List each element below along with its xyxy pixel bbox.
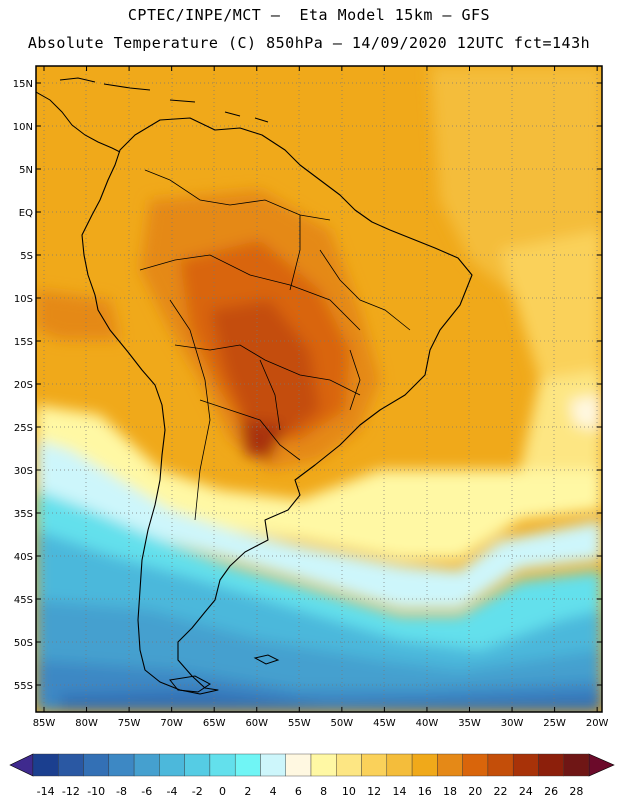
colorbar-label: -12 [62, 785, 80, 798]
colorbar-label: -2 [192, 785, 203, 798]
lon-tick-label: 20W [586, 718, 609, 729]
colorbar-swatch [133, 753, 160, 777]
country-borders [139, 169, 411, 521]
colorbar-arrow-left [9, 753, 34, 777]
lat-tick-label: 10N [13, 122, 33, 133]
lat-tick-label: 15N [13, 79, 33, 90]
colorbar-label: 20 [468, 785, 482, 798]
colorbar-swatch [184, 753, 211, 777]
lon-tick-label: 75W [118, 718, 141, 729]
falklands [253, 654, 280, 665]
colorbar-label: -10 [87, 785, 105, 798]
colorbar-label: -6 [141, 785, 152, 798]
colorbar-swatch [83, 753, 110, 777]
colorbar-swatch [209, 753, 236, 777]
lat-tick-label: 25S [14, 423, 33, 434]
lat-tick-label: 15S [14, 337, 33, 348]
chart-title-line-2: Absolute Temperature (C) 850hPa – 14/09/… [27, 34, 591, 52]
colorbar-swatch [411, 753, 438, 777]
colorbar-swatch [538, 753, 564, 777]
colorbar-label: -14 [37, 785, 55, 798]
colorbar-swatch [58, 753, 84, 777]
colorbar-label: 12 [367, 785, 381, 798]
colorbar-label: 10 [342, 785, 356, 798]
lon-tick-label: 55W [288, 718, 311, 729]
lon-tick-label: 70W [160, 718, 183, 729]
colorbar-swatch [285, 753, 312, 777]
lat-tick-label: 45S [14, 595, 33, 606]
colorbar-swatch [487, 753, 514, 777]
colorbar-swatch [563, 753, 590, 777]
lat-tick-label: 50S [14, 638, 33, 649]
colorbar-label: 8 [320, 785, 327, 798]
longitude-axis: 85W 80W 75W 70W 65W 60W 55W 50W 45W 40W 35W 30W 25W 2… [33, 66, 609, 729]
lon-tick-label: 30W [501, 718, 524, 729]
chart-title-line-1: CPTEC/INPE/MCT – Eta Model 15km – GFS [127, 6, 491, 24]
colorbar-label: 28 [569, 785, 583, 798]
lat-tick-label: EQ [19, 208, 33, 219]
lon-tick-label: 50W [331, 718, 354, 729]
colorbar-label: 6 [295, 785, 302, 798]
lon-tick-label: 45W [373, 718, 396, 729]
lon-tick-label: 60W [245, 718, 268, 729]
map-frame [35, 65, 603, 713]
colorbar-swatch [336, 753, 362, 777]
south-america-coastline [81, 117, 473, 695]
colorbar-swatch [512, 753, 539, 777]
colorbar-swatch [234, 753, 261, 777]
colorbar-label: 26 [544, 785, 558, 798]
colorbar-swatch [310, 753, 337, 777]
colorbar-swatch [260, 753, 286, 777]
lon-tick-label: 85W [33, 718, 56, 729]
colorbar-swatch [159, 753, 185, 777]
colorbar-label: 18 [443, 785, 457, 798]
colorbar-label: 4 [270, 785, 277, 798]
colorbar: -14 -12 -10 -8 -6 -4 -2 0 2 4 6 8 10 12 14 16 18 20 22 24 26… [9, 753, 615, 798]
lat-tick-label: 35S [14, 509, 33, 520]
colorbar-swatch [108, 753, 135, 777]
colorbar-swatch [386, 753, 413, 777]
lat-tick-label: 5S [20, 251, 33, 262]
lat-tick-label: 55S [14, 681, 33, 692]
colorbar-label: 24 [519, 785, 533, 798]
lat-tick-label: 40S [14, 552, 33, 563]
lat-tick-label: 30S [14, 466, 33, 477]
colorbar-swatch [437, 753, 463, 777]
lon-tick-label: 65W [203, 718, 226, 729]
colorbar-swatch [32, 753, 59, 777]
colorbar-swatch [462, 753, 489, 777]
central-america-coastline [36, 77, 269, 153]
colorbar-arrow-right [588, 753, 615, 777]
tierra-del-fuego [169, 675, 211, 693]
lon-tick-label: 25W [543, 718, 566, 729]
lon-tick-label: 40W [416, 718, 439, 729]
latitude-axis: 15N 10N 5N EQ 5S 10S 15S 20S 25S 30S 35S 40S 45S 50S 5… [13, 79, 602, 692]
colorbar-label: 16 [418, 785, 432, 798]
lon-tick-label: 80W [75, 718, 98, 729]
lon-tick-label: 35W [458, 718, 481, 729]
lat-tick-label: 20S [14, 380, 33, 391]
colorbar-swatch [361, 753, 388, 777]
temperature-field [36, 66, 602, 712]
colorbar-label: 0 [219, 785, 226, 798]
colorbar-label: -4 [167, 785, 178, 798]
colorbar-label: 14 [392, 785, 406, 798]
lat-tick-label: 5N [19, 165, 33, 176]
colorbar-label: -8 [116, 785, 127, 798]
colorbar-label: 22 [494, 785, 508, 798]
colorbar-label: 2 [244, 785, 251, 798]
lat-tick-label: 10S [14, 294, 33, 305]
